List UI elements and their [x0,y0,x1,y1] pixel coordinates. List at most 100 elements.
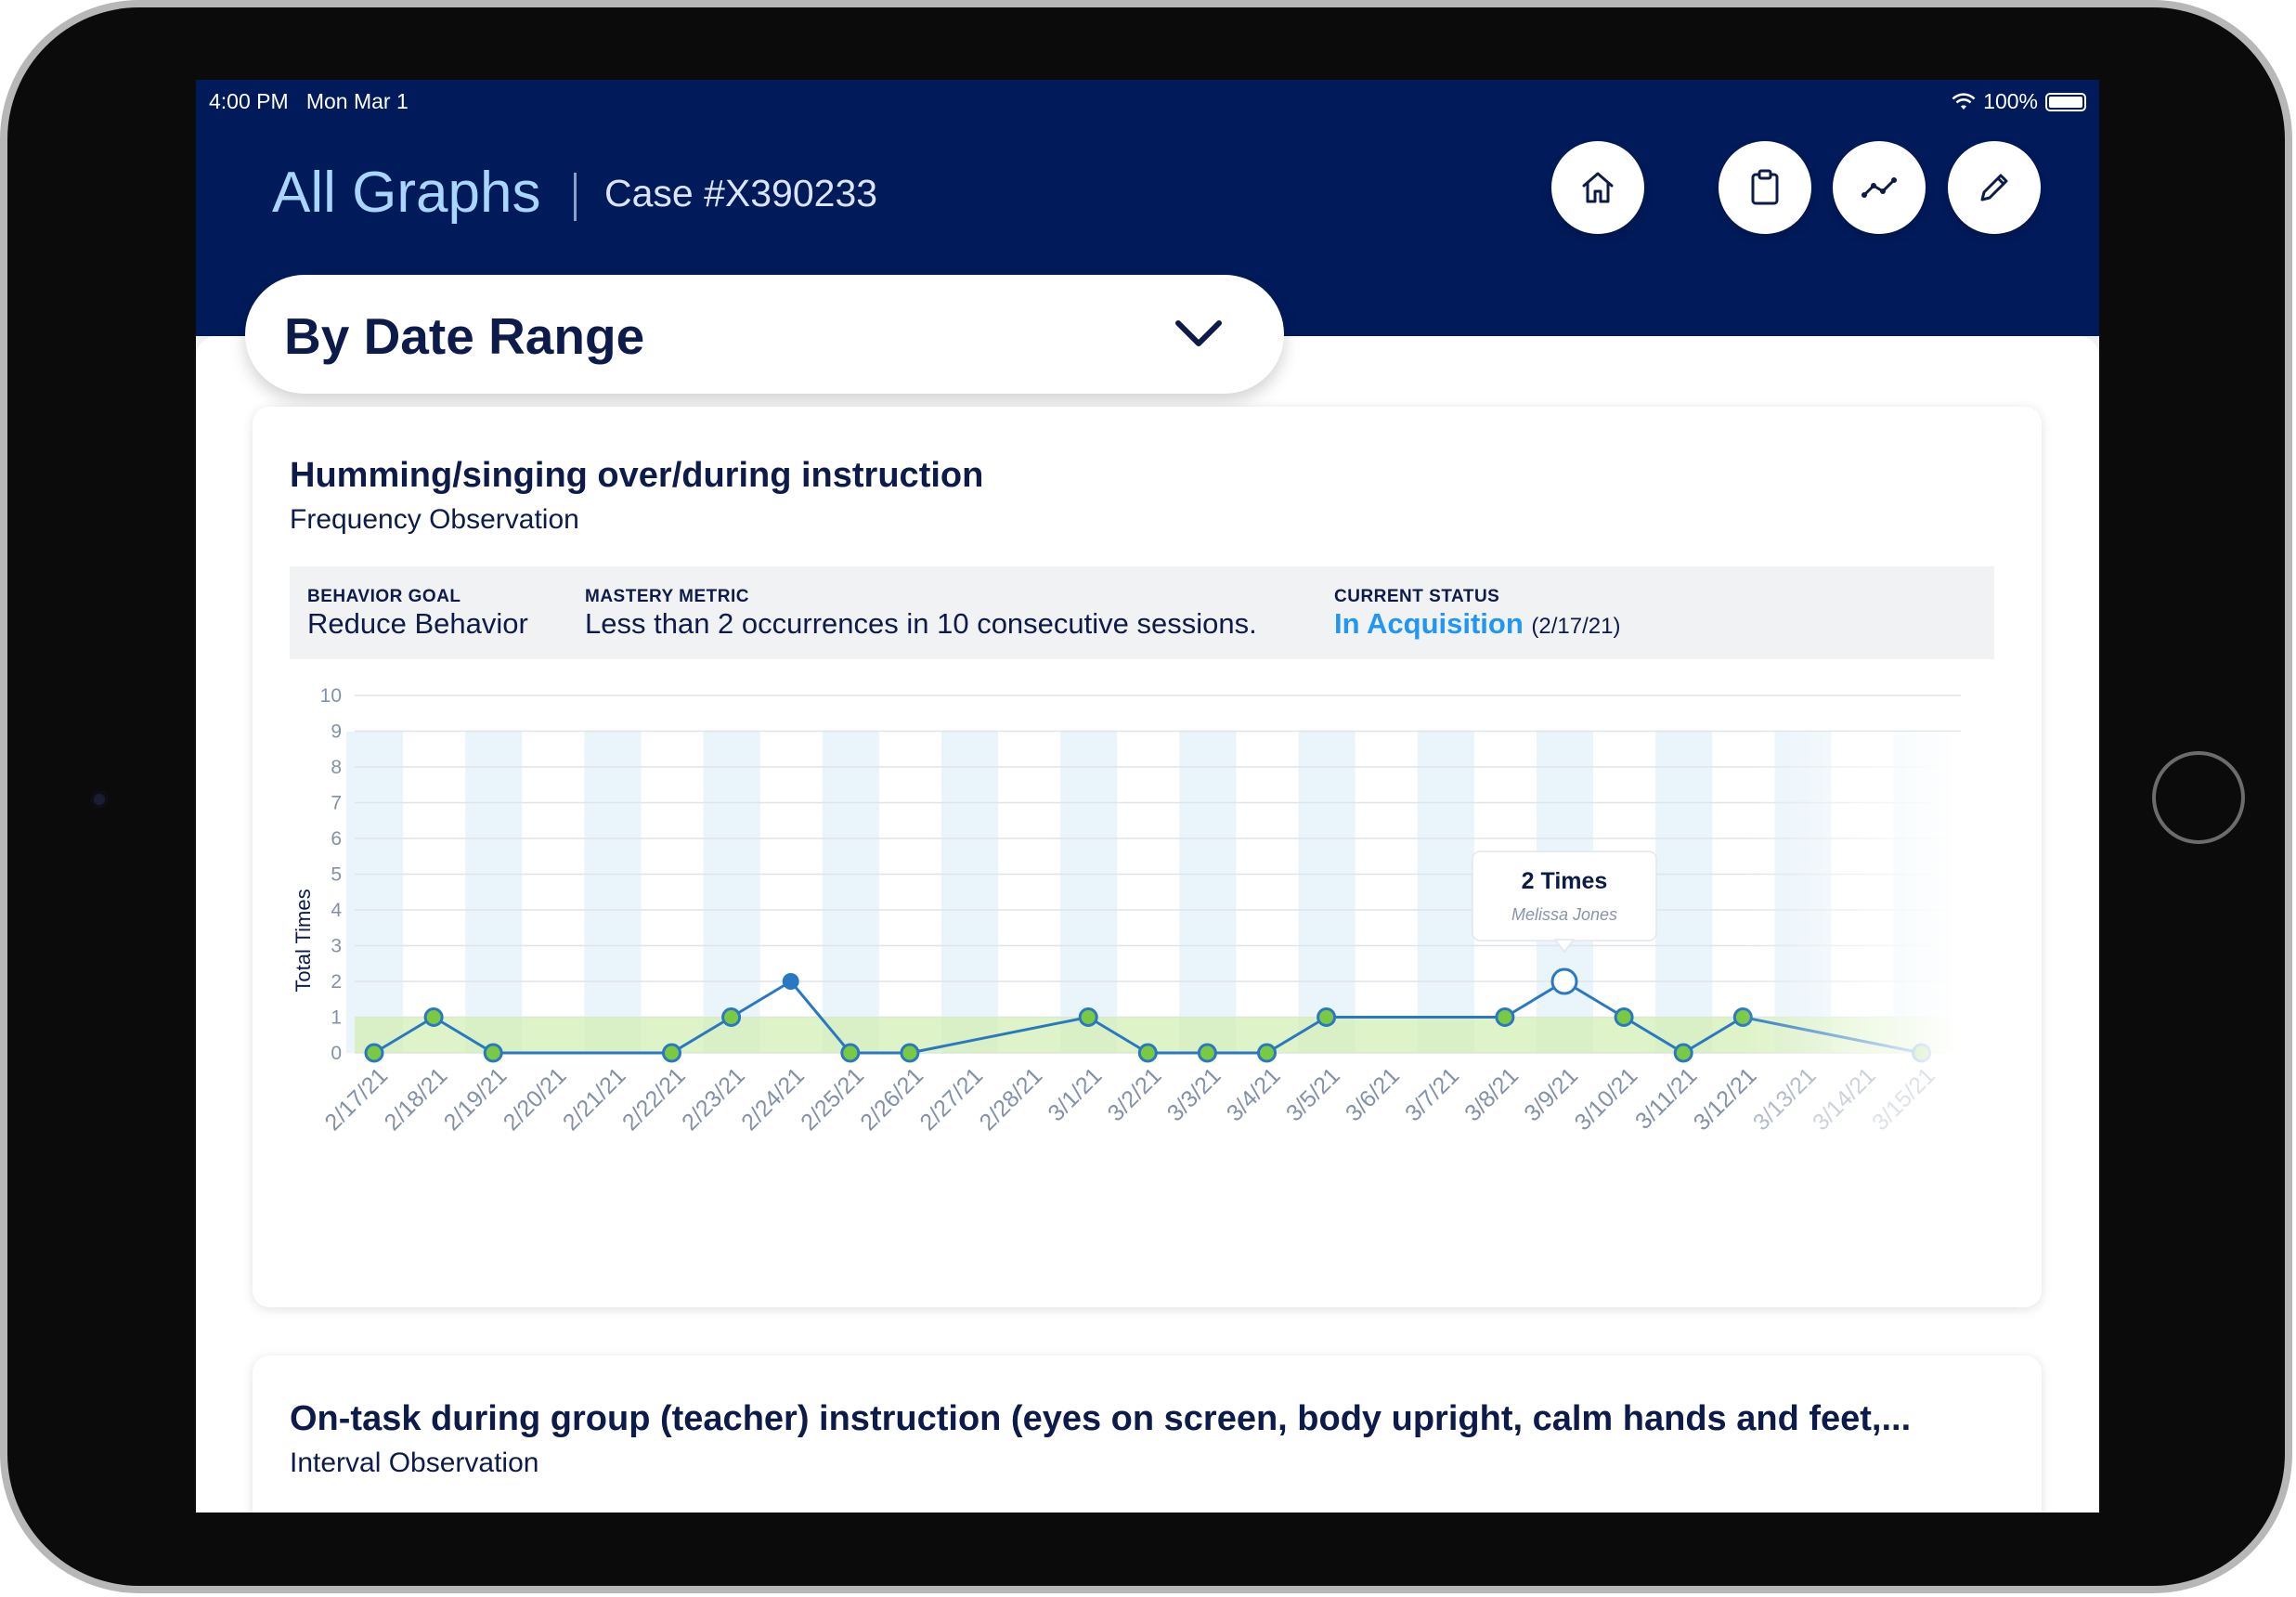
current-status-label: CURRENT STATUS [1334,587,1500,606]
edit-button[interactable] [1948,141,2041,234]
y-tick-label: 10 [320,685,342,707]
line-chart-icon [1861,177,1897,198]
tooltip-pointer [1553,939,1576,954]
data-point [840,1043,861,1063]
date-range-dropdown[interactable]: By Date Range [245,275,1284,394]
x-tick-label: 2/28/21 [975,1062,1048,1136]
current-status-date: (2/17/21) [1531,614,1621,639]
y-tick-label: 6 [331,828,342,850]
x-tick-label: 3/10/21 [1570,1062,1643,1136]
current-status: In Acquisition (2/17/21) [1334,607,1620,641]
x-tick-label: 3/1/21 [1043,1062,1107,1126]
x-tick-label: 3/7/21 [1400,1062,1464,1126]
tooltip-value: 2 Times [1522,868,1608,894]
graph-card[interactable]: Humming/singing over/during instruction … [253,407,2042,1307]
tooltip-observer: Melissa Jones [1511,905,1617,924]
graphs-button[interactable] [1833,141,1926,234]
behavior-goal-value: Reduce Behavior [307,607,528,640]
x-tick-label: 2/17/21 [319,1062,393,1136]
target-range-band [355,1017,1961,1053]
date-column-band [1060,732,1118,1053]
observation-type: Frequency Observation [290,504,579,535]
y-tick-label: 8 [331,757,342,778]
highlighted-data-point [1550,967,1578,995]
data-point [1614,1007,1634,1027]
data-point-tooltip: 2 Times Melissa Jones [1472,850,1657,954]
data-point [364,1043,384,1063]
data-point [1673,1043,1693,1063]
x-tick-label: 2/19/21 [439,1062,512,1136]
x-tick-label: 2/18/21 [380,1062,453,1136]
date-column-band [1179,732,1237,1053]
date-column-band [941,732,998,1053]
behavior-info-panel: BEHAVIOR GOAL Reduce Behavior MASTERY ME… [290,566,1994,659]
y-tick-label: 4 [331,900,342,921]
camera [91,791,108,808]
x-tick-label: 3/11/21 [1630,1062,1702,1134]
chevron-down-icon [1175,320,1222,346]
date-column-band [703,732,760,1053]
date-column-band [584,732,642,1053]
frequency-line-chart: 0 1 2 3 4 5 6 7 8 9 10 2/17/212/18/212/19/212/20/2… [292,685,1961,1177]
status-right: 100% [1952,89,2086,114]
data-point [1495,1007,1515,1027]
y-tick-label: 7 [331,793,342,814]
x-tick-label: 2/21/21 [558,1062,631,1136]
hardware-home-button[interactable] [2152,751,2245,844]
data-point [1257,1043,1277,1063]
x-tick-label: 2/27/21 [915,1062,988,1136]
case-number: Case #X390233 [604,172,878,214]
x-tick-label: 3/4/21 [1222,1062,1286,1126]
data-point [1078,1007,1098,1027]
home-icon [1582,172,1614,203]
behavior-title-2: On-task during group (teacher) instructi… [290,1399,1912,1438]
y-tick-label: 0 [331,1043,342,1064]
date-column-band [1417,732,1474,1053]
data-point [483,1043,503,1063]
behavior-title: Humming/singing over/during instruction [290,456,984,495]
x-tick-label: 3/2/21 [1103,1062,1167,1126]
mastery-metric-value: Less than 2 occurrences in 10 consecutiv… [585,607,1257,640]
behavior-goal-label: BEHAVIOR GOAL [307,587,461,606]
date-column-band [1655,732,1713,1053]
date-column-band [822,732,879,1053]
status-time: 4:00 PM [209,89,289,113]
data-point [662,1043,681,1063]
wifi-icon [1952,92,1976,110]
y-tick-label: 5 [331,864,342,886]
x-tick-label: 2/23/21 [677,1062,750,1136]
mastery-metric-label: MASTERY METRIC [585,587,749,606]
home-button[interactable] [1551,141,1644,234]
screen: 4:00 PM Mon Mar 1 100% All Graphs Case #… [196,80,2099,1513]
date-column-band [346,732,403,1053]
y-tick-label: 3 [331,936,342,957]
clipboard-button[interactable] [1719,141,1811,234]
data-point [1317,1007,1337,1027]
x-tick-label: 3/6/21 [1341,1062,1405,1126]
data-point [1137,1043,1158,1063]
x-tick-label: 3/8/21 [1459,1062,1524,1126]
observation-type-2: Interval Observation [290,1448,539,1478]
x-tick-label: 2/20/21 [499,1062,572,1136]
data-point [423,1007,444,1027]
chart-fade-overlay [1738,732,1961,1177]
y-tick-label: 2 [331,971,342,993]
current-status-value: In Acquisition [1334,607,1524,640]
date-column-band [1298,732,1356,1053]
data-point [782,973,799,990]
graph-card-2[interactable]: On-task during group (teacher) instructi… [253,1356,2042,1513]
clipboard-icon [1751,169,1779,205]
y-tick-label: 1 [331,1007,342,1029]
title-divider [574,173,577,221]
battery-percent: 100% [1983,89,2038,113]
y-tick-label: 9 [331,721,342,743]
data-point [1197,1043,1217,1063]
status-time-date: 4:00 PM Mon Mar 1 [209,89,409,114]
x-tick-label: 2/26/21 [855,1062,928,1136]
x-tick-label: 2/25/21 [796,1062,869,1136]
date-range-label: By Date Range [284,307,645,365]
x-tick-label: 3/3/21 [1162,1062,1226,1126]
battery-icon [2045,92,2086,111]
page-title: All Graphs [272,161,541,225]
